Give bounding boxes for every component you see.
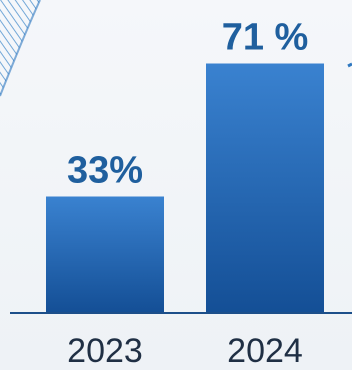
partial-next-bar-edge xyxy=(347,62,352,68)
bar-2023 xyxy=(46,196,164,312)
x-tick-label-2023: 2023 xyxy=(67,332,143,370)
decorative-ribbon-edge xyxy=(0,0,41,97)
bar-2024 xyxy=(206,63,324,312)
value-label-2023: 33% xyxy=(67,150,143,192)
value-labels-group: 33% 71 % xyxy=(67,17,308,192)
bars-group xyxy=(46,63,324,312)
value-label-2024: 71 % xyxy=(222,17,309,59)
x-tick-label-2024: 2024 xyxy=(227,332,303,370)
x-tick-labels-group: 2023 2024 xyxy=(67,332,303,370)
decorative-ribbon xyxy=(0,0,40,96)
